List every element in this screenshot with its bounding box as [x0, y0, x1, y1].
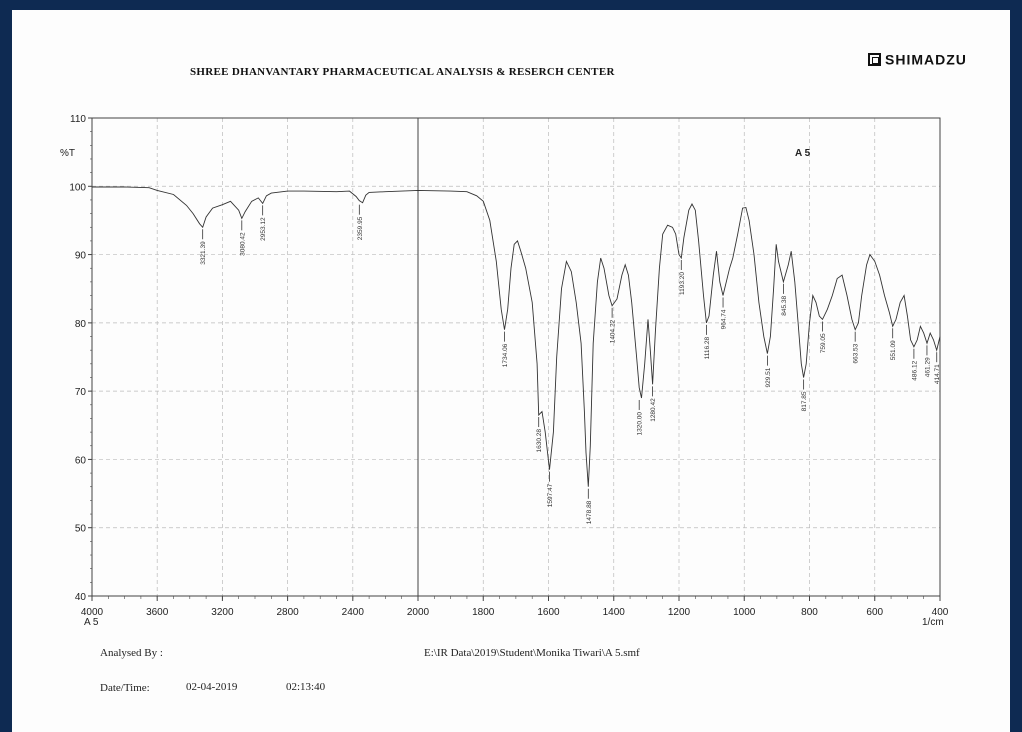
- spectrum-line: [92, 186, 941, 487]
- x-tick-label: 1800: [472, 607, 495, 618]
- y-axis-label: %T: [60, 148, 75, 159]
- analysed-by-label: Analysed By :: [100, 647, 163, 659]
- x-tick-label: 3600: [146, 607, 169, 618]
- date-value: 02-04-2019: [186, 681, 238, 693]
- brand-name: SHIMADZU: [885, 51, 967, 68]
- peak-label: 1193.20: [679, 272, 686, 295]
- peak-label: 1404.22: [610, 319, 617, 343]
- peak-label: 1734.06: [502, 343, 509, 367]
- peak-label: 414.71: [934, 364, 941, 384]
- chart-ticks: 40 50 60 70 80 90 100 110 4000 3600 3200 2800 2400 20…: [69, 114, 948, 618]
- y-tick-label: 80: [75, 319, 87, 330]
- x-tick-label: 2000: [407, 607, 430, 618]
- peak-label: 759.05: [820, 333, 827, 353]
- peak-label: 1630.28: [536, 429, 543, 453]
- x-tick-label: 400: [932, 607, 949, 618]
- x-axis-sample-label: A 5: [84, 617, 99, 628]
- y-tick-label: 70: [75, 387, 87, 398]
- peak-label: 964.74: [721, 309, 728, 329]
- peak-label: 817.85: [801, 391, 808, 411]
- peak-label: 1320.00: [637, 412, 644, 436]
- x-tick-label: 1200: [668, 607, 691, 618]
- x-tick-label: 1600: [537, 607, 560, 618]
- plot-area: [91, 117, 941, 597]
- peak-label: 461.29: [925, 357, 932, 377]
- y-tick-label: 40: [75, 592, 87, 603]
- x-tick-label: 2400: [342, 607, 365, 618]
- x-tick-label: 2800: [276, 607, 299, 618]
- x-axis-label: 1/cm: [922, 617, 944, 628]
- peak-label: 845.38: [781, 296, 788, 316]
- peak-label: 486.12: [911, 360, 918, 380]
- sample-label: A 5: [795, 148, 811, 159]
- chart-grid: [92, 118, 940, 596]
- x-tick-label: 800: [801, 607, 818, 618]
- peak-label: 2953.12: [260, 217, 267, 241]
- peak-label: 2359.95: [357, 216, 364, 240]
- peak-label: 3080.42: [239, 232, 246, 256]
- peak-label: 1478.88: [586, 500, 593, 524]
- report-title: SHREE DHANVANTARY PHARMACEUTICAL ANALYSI…: [190, 66, 615, 78]
- peak-labels: 3321.39 3080.42 2953.12 2359.95 1734.06 1630.…: [200, 204, 941, 524]
- chart-axes: [91, 117, 941, 597]
- y-tick-label: 100: [69, 182, 86, 193]
- x-tick-label: 1000: [733, 607, 756, 618]
- x-tick-label: 3200: [211, 607, 234, 618]
- peak-label: 1280.42: [650, 398, 657, 422]
- datetime-label: Date/Time:: [100, 682, 150, 694]
- peak-label: 929.51: [765, 367, 772, 387]
- time-value: 02:13:40: [286, 681, 326, 693]
- y-tick-label: 90: [75, 251, 87, 262]
- y-tick-label: 60: [75, 455, 87, 466]
- peak-label: 551.09: [890, 340, 897, 360]
- file-path: E:\IR Data\2019\Student\Monika Tiwari\A …: [424, 647, 640, 659]
- y-tick-label: 110: [70, 114, 86, 125]
- peak-label: 1597.47: [547, 483, 554, 507]
- x-tick-label: 600: [866, 607, 883, 618]
- x-tick-label: 1400: [603, 607, 626, 618]
- peak-label: 663.53: [853, 343, 860, 363]
- shimadzu-logo-icon: [868, 52, 881, 66]
- brand-logo: SHIMADZU: [868, 50, 967, 68]
- peak-label: 1116.28: [704, 337, 711, 360]
- y-tick-label: 50: [75, 524, 87, 535]
- peak-label: 3321.39: [200, 241, 207, 265]
- x-tick-label: 4000: [81, 607, 104, 618]
